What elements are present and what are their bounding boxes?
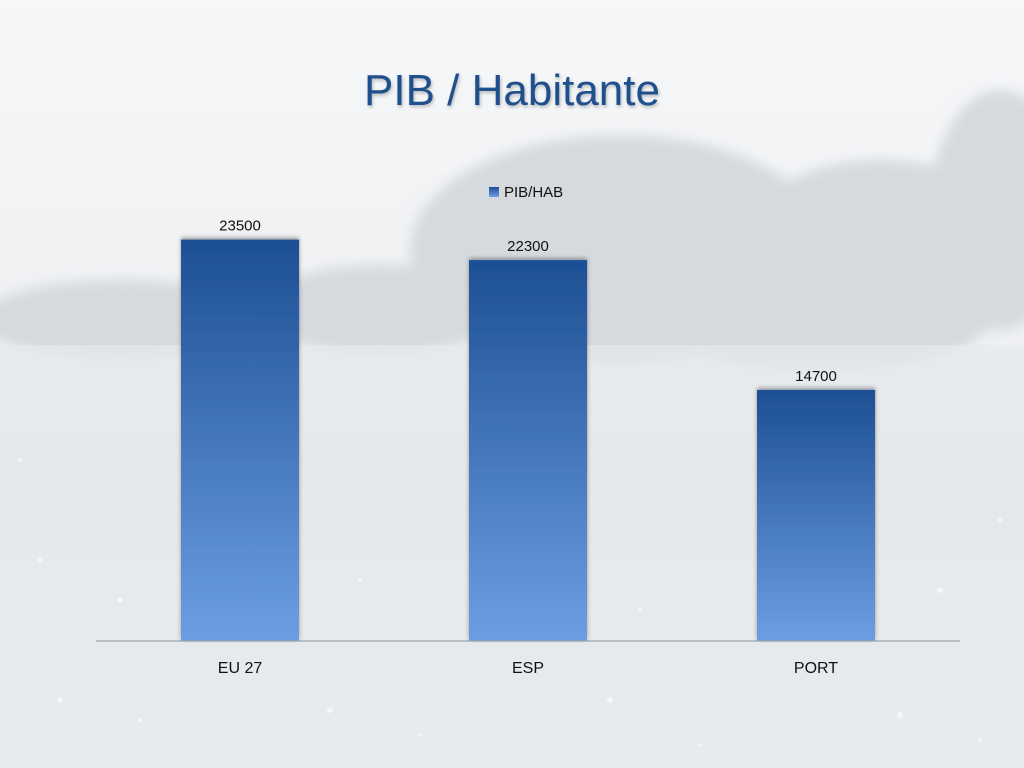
- bars-group: [181, 239, 876, 641]
- value-labels-group: 23500 22300 14700: [219, 218, 837, 385]
- data-label-esp: 22300: [507, 238, 549, 255]
- bar-eu-27: [181, 239, 300, 641]
- bar-esp: [469, 260, 588, 641]
- bar-port: [757, 389, 876, 641]
- x-tick-label-eu-27: EU 27: [218, 660, 263, 677]
- x-tick-label-esp: ESP: [512, 660, 544, 677]
- x-tick-labels-group: EU 27 ESP PORT: [218, 660, 839, 677]
- x-tick-label-port: PORT: [794, 660, 838, 677]
- legend: PIB/HAB: [489, 184, 563, 201]
- data-label-port: 14700: [795, 368, 837, 385]
- chart-title: PIB / Habitante: [364, 66, 660, 115]
- legend-swatch: [489, 187, 499, 197]
- data-label-eu-27: 23500: [219, 218, 261, 235]
- legend-label: PIB/HAB: [504, 184, 563, 201]
